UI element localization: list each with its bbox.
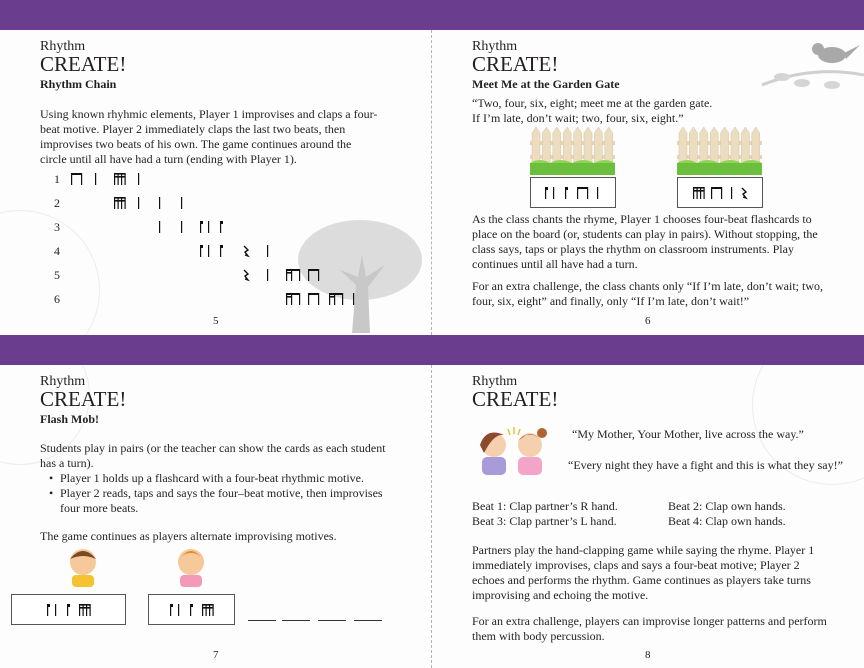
section-label: Rhythm bbox=[472, 39, 518, 54]
rhythm-rest-icon bbox=[741, 187, 748, 199]
paragraph: For an extra challenge, players can impr… bbox=[472, 614, 827, 643]
bullet-item: Player 1 holds up a flashcard with a fou… bbox=[46, 471, 386, 486]
rhythm-tiri-icon bbox=[114, 197, 126, 209]
beat-instruction: Beat 4: Clap own hands. bbox=[668, 514, 786, 528]
rhythm-ta-icon bbox=[731, 186, 733, 199]
activity-title: Meet Me at the Garden Gate bbox=[472, 77, 620, 91]
bullet-list: Player 1 holds up a flashcard with a fou… bbox=[46, 471, 386, 516]
girl-icon bbox=[177, 549, 205, 587]
rhythm-tikati-icon bbox=[286, 293, 301, 305]
paragraph: Students play in pairs (or the teacher c… bbox=[40, 441, 386, 470]
rhythm-ta-icon bbox=[137, 173, 139, 185]
paragraph: The game continues as players alternate … bbox=[40, 529, 337, 543]
rhythm-syncopa-icon bbox=[169, 603, 193, 616]
page-number: 7 bbox=[213, 649, 219, 661]
rhythm-ta-icon bbox=[94, 173, 96, 185]
rhythm-titi-icon bbox=[307, 293, 319, 305]
activity-title: Flash Mob! bbox=[40, 412, 100, 426]
paragraph: Using known rhyhmic elements, Player 1 i… bbox=[40, 107, 378, 166]
bird-icon bbox=[761, 43, 864, 89]
rhythm-flashcard bbox=[677, 177, 763, 208]
rhythm-ta-icon bbox=[180, 197, 182, 209]
section-label: Rhythm bbox=[40, 374, 86, 389]
middle-band bbox=[0, 335, 864, 365]
page-6: Rhythm CREATE! Meet Me at the Garden Gat… bbox=[432, 30, 864, 335]
fence-icon bbox=[677, 127, 762, 175]
decor-swirl bbox=[0, 210, 100, 335]
row-number: 6 bbox=[54, 292, 60, 306]
rhythm-ta-icon bbox=[597, 186, 599, 199]
page-number: 5 bbox=[213, 315, 219, 327]
row-number: 4 bbox=[54, 244, 60, 258]
page-heading: CREATE! bbox=[472, 387, 559, 411]
row-number: 5 bbox=[54, 268, 60, 282]
rhythm-ta-icon bbox=[180, 221, 182, 233]
paragraph: For an extra challenge, the class chants… bbox=[472, 279, 823, 308]
blank-line bbox=[282, 620, 310, 621]
rhythm-syncopa-icon bbox=[46, 603, 70, 616]
boy-icon bbox=[70, 549, 96, 587]
row-number: 3 bbox=[54, 220, 60, 234]
page-8: Rhythm CREATE! “My Mother, Your Mother, … bbox=[432, 365, 864, 668]
rhythm-flashcard bbox=[148, 594, 235, 625]
rhythm-titi-icon bbox=[711, 186, 723, 199]
paragraph: Partners play the hand-clapping game whi… bbox=[472, 543, 815, 602]
row-number: 2 bbox=[54, 196, 60, 210]
top-band bbox=[0, 0, 864, 30]
tree-icon bbox=[298, 220, 422, 333]
paragraph: As the class chants the rhyme, Player 1 … bbox=[472, 212, 818, 271]
rhythm-ta-icon bbox=[352, 293, 354, 305]
page-number: 8 bbox=[645, 649, 651, 661]
page-divider bbox=[431, 30, 432, 335]
section-label: Rhythm bbox=[472, 374, 518, 389]
rhythm-syncopa-icon bbox=[200, 245, 223, 257]
page-number: 6 bbox=[645, 315, 651, 327]
rhythm-ta-icon bbox=[266, 269, 268, 281]
rhythm-tikati-icon bbox=[286, 269, 301, 281]
rhythm-ta-icon bbox=[266, 245, 268, 257]
rhyme-line: “My Mother, Your Mother, live across the… bbox=[572, 427, 804, 441]
rhythm-syncopa-icon bbox=[200, 221, 223, 233]
rhythm-tiri-icon bbox=[201, 603, 214, 616]
bullet-item: Player 2 reads, taps and says the four–b… bbox=[46, 486, 386, 516]
rhythm-flashcard bbox=[11, 594, 126, 625]
blank-line bbox=[248, 620, 276, 621]
rhythm-flashcard bbox=[530, 177, 616, 208]
rhythm-rest-icon bbox=[243, 269, 250, 282]
rhythm-tiri-icon bbox=[114, 173, 126, 185]
page-5: Rhythm CREATE! Rhythm Chain Using known … bbox=[0, 30, 432, 335]
rhythm-ta-icon bbox=[159, 197, 161, 209]
rhythm-tiri-icon bbox=[78, 603, 91, 616]
blank-line bbox=[354, 620, 382, 621]
fence-icon bbox=[530, 127, 615, 175]
rhythm-ta-icon bbox=[137, 197, 139, 209]
rhythm-rest-icon bbox=[243, 245, 250, 258]
row-number: 1 bbox=[54, 172, 60, 186]
page-7: Rhythm CREATE! Flash Mob! Students play … bbox=[0, 365, 432, 668]
beat-instruction: Beat 2: Clap own hands. bbox=[668, 499, 786, 513]
rhythm-titi-icon bbox=[307, 269, 319, 281]
beat-instruction: Beat 1: Clap partner’s R hand. bbox=[472, 499, 618, 513]
beat-instruction: Beat 3: Clap partner’s L hand. bbox=[472, 514, 617, 528]
page-heading: CREATE! bbox=[472, 52, 559, 76]
section-label: Rhythm bbox=[40, 39, 86, 54]
blank-line bbox=[318, 620, 346, 621]
page-heading: CREATE! bbox=[40, 387, 127, 411]
rhythm-syncopa-icon bbox=[545, 186, 568, 199]
rhythm-tiri-icon bbox=[693, 186, 705, 199]
rhythm-ta-icon bbox=[159, 221, 161, 233]
page-divider bbox=[431, 365, 432, 668]
rhythm-titi-icon bbox=[577, 186, 589, 199]
rhythm-tikati-icon bbox=[329, 293, 344, 305]
rhythm-titi-icon bbox=[71, 173, 83, 185]
activity-title: Rhythm Chain bbox=[40, 77, 117, 91]
rhyme-line: If I’m late, don’t wait; two, four, six,… bbox=[472, 111, 684, 125]
page-heading: CREATE! bbox=[40, 52, 127, 76]
women-clapping-icon bbox=[480, 427, 547, 475]
rhyme-line: “Two, four, six, eight; meet me at the g… bbox=[472, 96, 713, 110]
rhyme-line: “Every night they have a fight and this … bbox=[568, 458, 843, 472]
